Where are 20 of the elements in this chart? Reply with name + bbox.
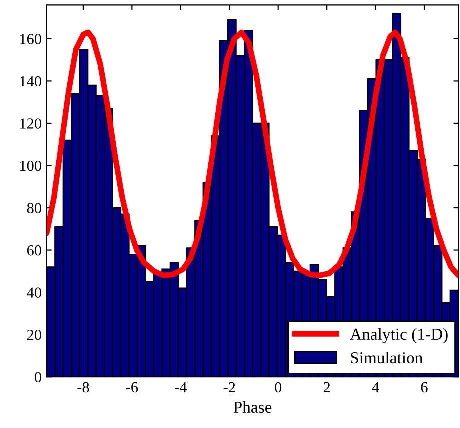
x-tick-label: -6 (126, 382, 138, 393)
x-tick-label: -2 (224, 382, 236, 393)
x-tick-label: -8 (78, 382, 90, 393)
x-tick-label: -4 (175, 382, 188, 393)
y-tick-label: 40 (27, 288, 42, 298)
y-tick-label: 20 (27, 330, 42, 340)
x-tick-label: 4 (372, 382, 380, 393)
y-tick-label: 100 (20, 160, 42, 172)
y-tick-label: 160 (20, 34, 42, 44)
legend-label: Analytic (1-D) (350, 328, 448, 344)
x-axis-title: Phase (234, 401, 272, 414)
y-tick-label: 80 (27, 203, 42, 214)
y-tick-label: 120 (20, 118, 42, 129)
y-tick-label: 60 (27, 245, 42, 256)
y-tick-label: 0 (35, 372, 42, 383)
legend-label: Simulation (351, 352, 423, 364)
x-tick-label: 0 (275, 382, 282, 393)
x-tick-label: 2 (324, 382, 330, 393)
y-tick-label: 140 (20, 76, 42, 87)
x-tick-label: 6 (421, 382, 428, 393)
